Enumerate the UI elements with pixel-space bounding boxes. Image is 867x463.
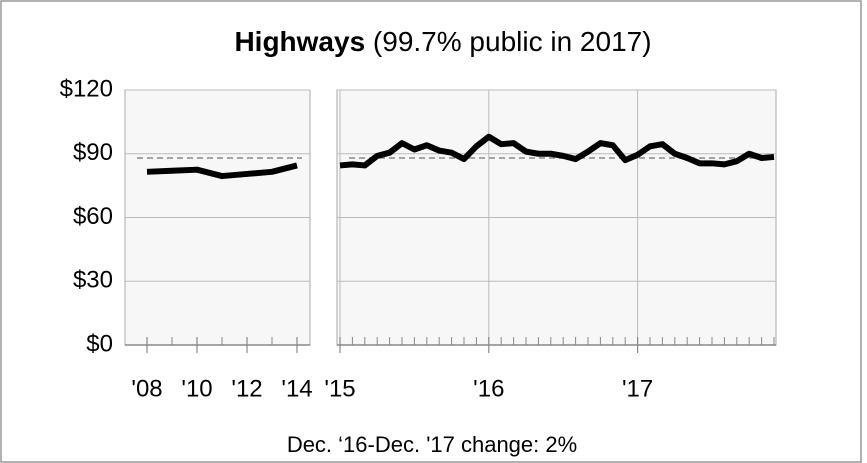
- y-tick-label: $90: [73, 139, 113, 166]
- footnote: Dec. ‘16-Dec. '17 change: 2%: [287, 432, 577, 457]
- y-tick-label: $0: [86, 330, 113, 357]
- x-tick-label: '10: [181, 375, 212, 402]
- x-tick-label: '15: [324, 375, 355, 402]
- x-tick-label: '16: [473, 375, 504, 402]
- x-tick-label: '08: [131, 375, 162, 402]
- y-tick-label: $60: [73, 203, 113, 230]
- series-line: [339, 133, 775, 169]
- series-line: [146, 162, 298, 180]
- chart-title: Highways (99.7% public in 2017): [234, 26, 651, 57]
- y-tick-label: $30: [73, 267, 113, 294]
- x-tick-label: '17: [622, 375, 653, 402]
- y-tick-label: $120: [60, 75, 113, 102]
- title-main: Highways: [234, 26, 365, 57]
- title-sub: (99.7% public in 2017): [373, 26, 652, 57]
- x-tick-label: '12: [231, 375, 262, 402]
- x-tick-label: '14: [281, 375, 312, 402]
